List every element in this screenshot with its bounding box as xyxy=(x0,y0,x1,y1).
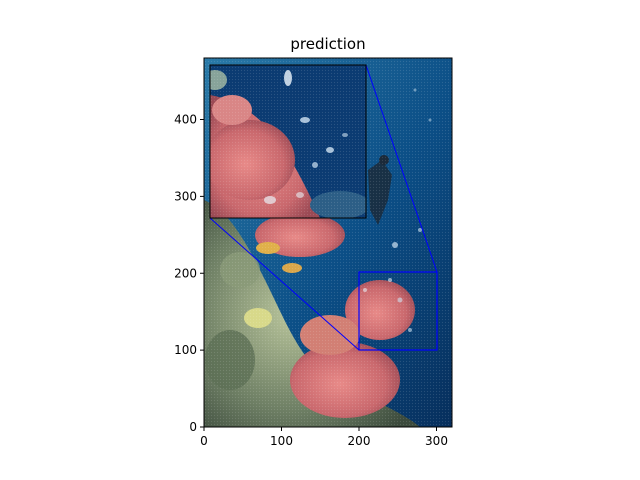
y-tick-label: 300 xyxy=(174,189,197,203)
zoom-inset-image xyxy=(210,65,366,218)
y-tick-label: 200 xyxy=(174,266,197,280)
axes-frame xyxy=(203,57,453,428)
zoom-connector-top xyxy=(365,64,438,273)
figure-title: prediction xyxy=(290,35,365,53)
y-tick-label: 100 xyxy=(174,343,197,357)
y-tick-label: 400 xyxy=(174,113,197,127)
x-axis: 0 100 200 300 xyxy=(200,427,448,448)
x-tick-label: 0 xyxy=(200,434,208,448)
zoom-inset-frame xyxy=(209,64,367,219)
x-tick-label: 100 xyxy=(270,434,293,448)
zoom-source-box xyxy=(358,271,438,351)
x-tick-label: 300 xyxy=(425,434,448,448)
zoom-connector-bottom xyxy=(209,217,360,351)
y-tick-label: 0 xyxy=(189,420,197,434)
x-tick-label: 200 xyxy=(348,434,371,448)
y-axis: 0 100 200 300 400 xyxy=(174,113,204,434)
